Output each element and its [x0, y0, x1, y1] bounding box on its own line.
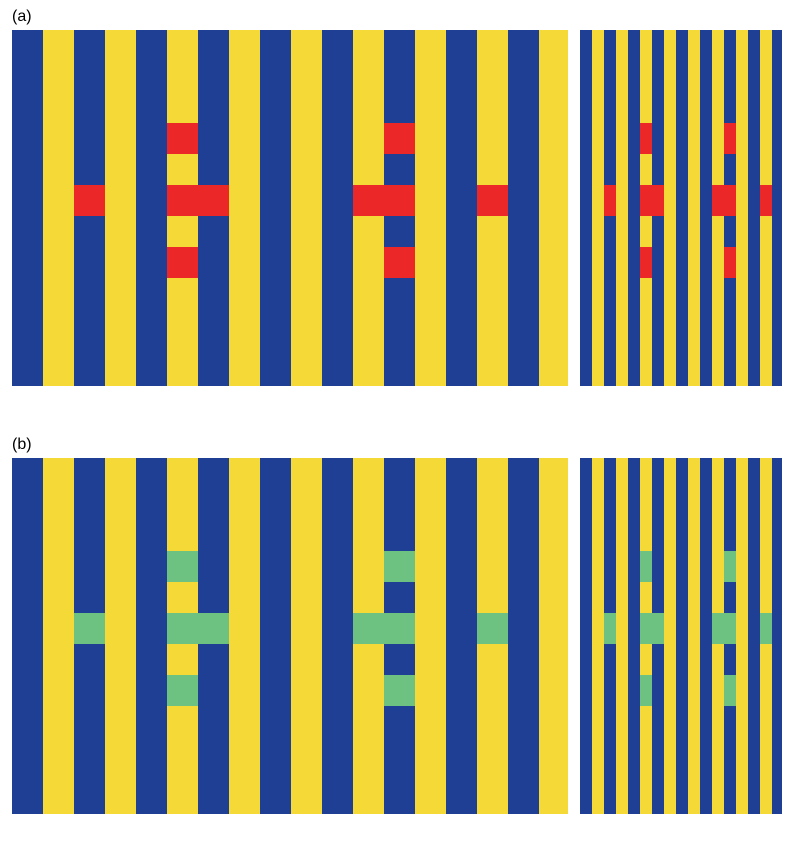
stripe [748, 30, 760, 386]
overlay-block [477, 613, 508, 644]
overlay-block [724, 123, 736, 154]
stripe [676, 458, 688, 814]
overlay-block [167, 675, 198, 706]
overlay-block [384, 551, 415, 582]
stripe [446, 458, 477, 814]
stripe [322, 458, 353, 814]
stripe [772, 458, 782, 814]
panel-a-side [580, 30, 782, 386]
overlay-block [167, 551, 198, 582]
stripe [508, 30, 539, 386]
overlay-block [640, 613, 652, 644]
stripe [772, 30, 782, 386]
stripe [136, 458, 167, 814]
stripe [628, 458, 640, 814]
overlay-block [652, 613, 664, 644]
overlay-block [384, 613, 415, 644]
overlay-block [640, 551, 652, 582]
overlay-block [724, 247, 736, 278]
stripe [580, 458, 592, 814]
overlay-block [760, 613, 772, 644]
overlay-block [724, 675, 736, 706]
overlay-block [724, 185, 736, 216]
stripe [700, 30, 712, 386]
overlay-block [724, 551, 736, 582]
stripe [676, 30, 688, 386]
overlay-block [384, 675, 415, 706]
panel-a-main [12, 30, 568, 386]
overlay-block [353, 613, 384, 644]
overlay-block [198, 613, 229, 644]
overlay-block [353, 185, 384, 216]
stripe [628, 30, 640, 386]
panel-label-a: (a) [12, 8, 32, 26]
overlay-block [712, 613, 724, 644]
overlay-block [640, 123, 652, 154]
stripe [260, 458, 291, 814]
figure-page: (a) (b) [0, 0, 795, 858]
stripe [580, 30, 592, 386]
overlay-block [167, 247, 198, 278]
panel-label-b: (b) [12, 436, 32, 454]
panel-b-side [580, 458, 782, 814]
overlay-block [167, 185, 198, 216]
stripe [446, 30, 477, 386]
overlay-block [74, 185, 105, 216]
overlay-block [167, 123, 198, 154]
stripe [12, 458, 43, 814]
overlay-block [640, 185, 652, 216]
overlay-block [652, 185, 664, 216]
panel-b-main [12, 458, 568, 814]
stripe [12, 30, 43, 386]
overlay-block [384, 123, 415, 154]
overlay-block [640, 675, 652, 706]
overlay-block [640, 247, 652, 278]
overlay-block [724, 613, 736, 644]
overlay-block [74, 613, 105, 644]
stripe [508, 458, 539, 814]
stripe [136, 30, 167, 386]
overlay-block [604, 185, 616, 216]
overlay-block [198, 185, 229, 216]
stripe [700, 458, 712, 814]
overlay-block [167, 613, 198, 644]
overlay-block [477, 185, 508, 216]
stripe [260, 30, 291, 386]
overlay-block [384, 185, 415, 216]
stripe [322, 30, 353, 386]
overlay-block [384, 247, 415, 278]
overlay-block [760, 185, 772, 216]
overlay-block [604, 613, 616, 644]
stripe [748, 458, 760, 814]
overlay-block [712, 185, 724, 216]
